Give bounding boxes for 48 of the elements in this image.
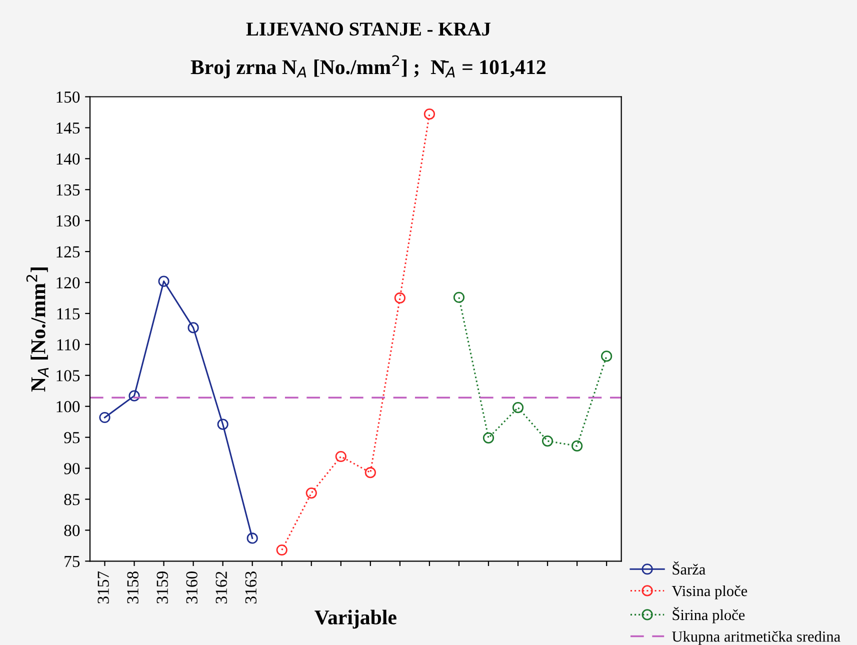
x-tick-label: 3157 — [98, 571, 109, 604]
y-tick-label: 150 — [56, 91, 80, 103]
x-axis-title: Varijable — [314, 610, 396, 629]
point — [99, 412, 110, 424]
y-tick-label: 85 — [64, 494, 80, 506]
y-tick-label: 75 — [64, 556, 80, 568]
point — [158, 276, 170, 287]
y-tick-label: 105 — [56, 370, 80, 382]
y-tick-label: 90 — [64, 462, 80, 474]
point — [571, 440, 583, 452]
y-tick-label: 115 — [57, 308, 80, 320]
point — [364, 467, 376, 478]
y-tick-label: 100 — [56, 401, 80, 412]
x-tick-label: 3163 — [245, 572, 257, 604]
y-tick-label: 145 — [56, 122, 80, 134]
legend-label: Širina ploče — [672, 606, 745, 624]
point — [542, 435, 554, 447]
x-tick-label: 3159 — [156, 572, 168, 604]
point — [188, 322, 199, 334]
y-tick-label: 120 — [56, 277, 80, 288]
point — [394, 292, 406, 304]
point — [128, 390, 140, 402]
x-tick-label: 3160 — [186, 572, 198, 604]
y-tick-label: 95 — [64, 432, 80, 444]
x-tick-label: 3162 — [216, 572, 227, 604]
y-tick-label: 135 — [56, 184, 80, 196]
y-tick-label: 130 — [56, 215, 80, 227]
point — [276, 544, 288, 556]
point — [335, 450, 346, 462]
point — [601, 350, 612, 362]
y-tick-label: 80 — [64, 524, 80, 536]
y-tick-label: 110 — [57, 339, 80, 350]
y-axis-title: N$_{A}$ [No./mm$^{2}$] — [26, 268, 49, 392]
point — [512, 402, 524, 414]
chart-subtitle: Broj zrna N$_{A}$ [No./mm$^{2}$] ; N̄$_{A}$ = 101,412 — [190, 55, 546, 78]
point — [217, 418, 228, 430]
chart-title: LIJEVANO STANJE - KRAJ — [246, 22, 491, 36]
point — [482, 432, 494, 444]
legend-label: Ukupna aritmetička sredina — [672, 630, 840, 645]
point — [246, 532, 258, 544]
x-tick-label: 3158 — [127, 572, 138, 604]
point — [306, 487, 317, 499]
y-tick-label: 125 — [56, 246, 80, 258]
legend-label: Visina ploče — [672, 585, 748, 600]
legend-label: Šarža — [672, 561, 706, 575]
point — [424, 108, 436, 120]
y-tick-label: 140 — [56, 153, 80, 165]
point — [453, 292, 465, 303]
